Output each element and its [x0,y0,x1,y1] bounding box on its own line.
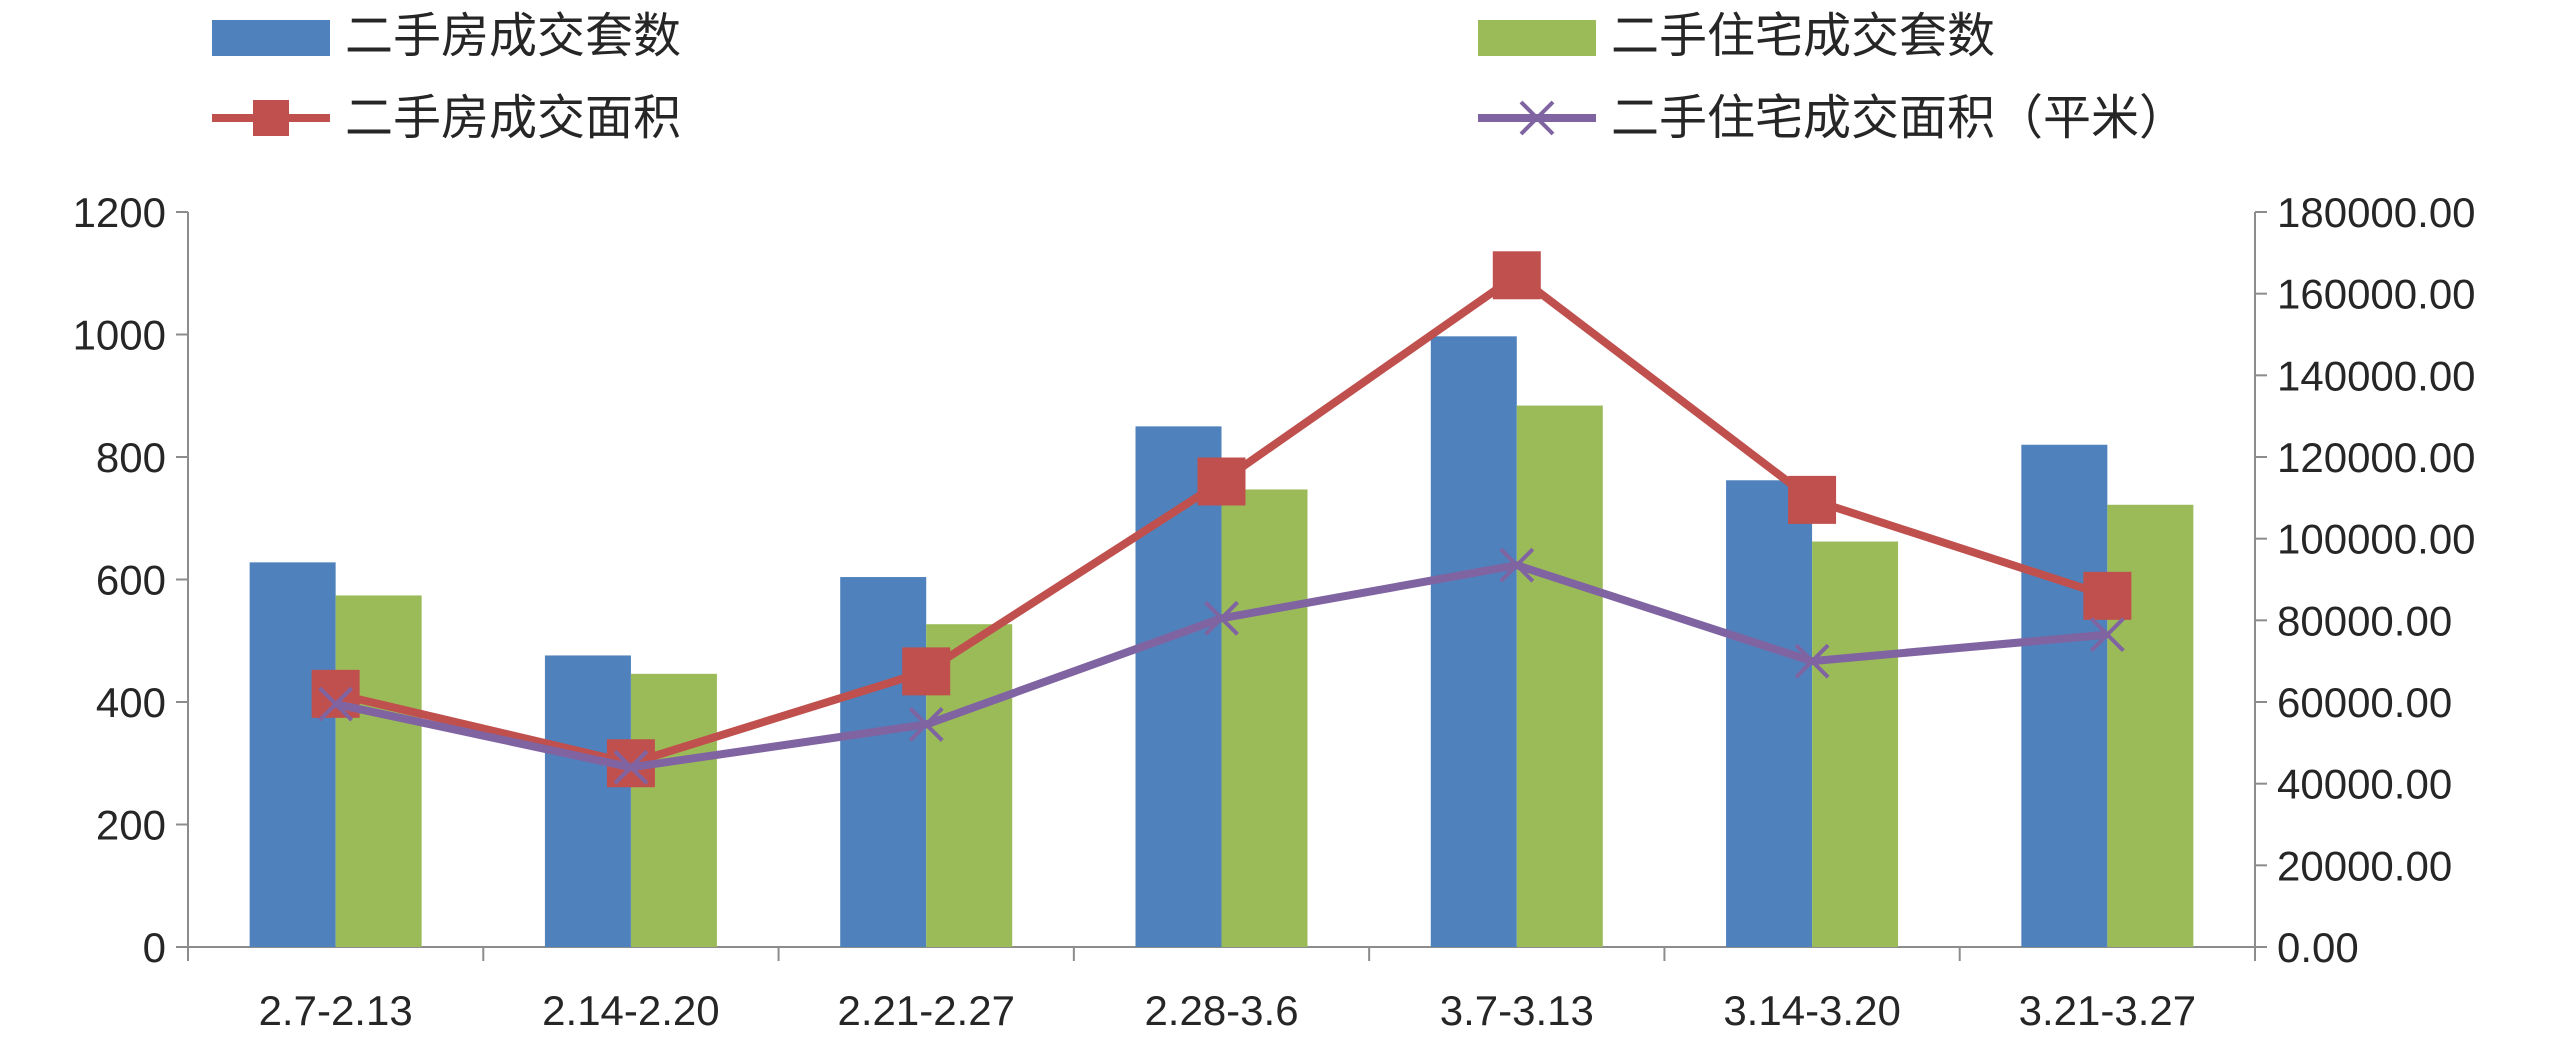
bar-residential-count [1812,541,1899,947]
right-y-tick-label: 60000.00 [2277,679,2452,726]
x-tick-label: 2.28-3.6 [1144,987,1298,1034]
point-housing-area [2083,571,2132,620]
right-y-tick-label: 0.00 [2277,924,2359,971]
legend-label-bar-0: 二手房成交套数 [345,10,681,63]
bar-residential-count [2107,504,2194,947]
right-y-tick-label: 160000.00 [2277,271,2476,318]
x-tick-label: 3.14-3.20 [1723,987,1900,1034]
right-y-axis-ticks: 0.00 20000.00 40000.00 60000.00 80000.00 1000… [2255,189,2476,971]
bar-residential-count [335,595,422,947]
right-y-tick-label: 180000.00 [2277,189,2476,236]
right-y-tick-label: 80000.00 [2277,597,2452,644]
right-y-tick-label: 20000.00 [2277,842,2452,889]
point-residential-area [318,686,354,722]
left-y-tick-label: 800 [96,434,166,481]
legend-item-line-1: 二手住宅成交面积（平米） [1478,92,2187,145]
x-tick-label: 3.21-3.27 [2019,987,2196,1034]
legend-item-line-0: 二手房成交面积 [212,92,681,145]
point-residential-area [613,749,649,785]
left-y-tick-label: 0 [143,924,166,971]
x-tick-label: 2.7-2.13 [259,987,413,1034]
bar-residential-count [630,673,717,947]
point-residential-area [1499,547,1535,583]
x-tick-label: 3.7-3.13 [1440,987,1594,1034]
legend-label-line-0: 二手房成交面积 [345,92,681,145]
point-housing-area [1788,475,1837,524]
left-y-tick-label: 600 [96,557,166,604]
right-y-tick-label: 120000.00 [2277,434,2476,481]
legend-label-bar-1: 二手住宅成交套数 [1611,10,1995,63]
legend-marker-line-1 [1519,100,1555,136]
legend-item-bar-1: 二手住宅成交套数 [1478,10,1995,63]
bar-residential-count [1516,405,1603,947]
left-y-tick-label: 1200 [73,189,166,236]
point-residential-area [908,707,944,742]
bar-housing-count [1430,336,1517,947]
point-housing-area [902,647,951,696]
lines [311,251,2132,788]
point-housing-area [1492,251,1541,300]
legend-item-bar-0: 二手房成交套数 [212,10,681,63]
left-y-tick-label: 200 [96,802,166,849]
point-residential-area [1204,600,1239,636]
legend-swatch-bar-0 [212,20,330,56]
legend-marker-line-0 [253,100,289,136]
left-y-tick-label: 1000 [73,312,166,359]
x-tick-label: 2.21-2.27 [837,987,1014,1034]
bars [249,336,2194,947]
bar-residential-count [1221,489,1308,947]
x-tick-label: 2.14-2.20 [542,987,719,1034]
legend-swatch-bar-1 [1478,20,1596,56]
point-residential-area [2089,617,2125,653]
legend: 二手房成交套数 二手住宅成交套数 二手房成交面积 二手住宅成交面积（平米） [212,10,2187,145]
bar-housing-count [840,577,927,947]
left-y-axis-ticks: 0 200 400 600 800 1000 1200 [73,189,188,971]
right-y-tick-label: 140000.00 [2277,352,2476,399]
bar-housing-count [249,562,336,947]
right-y-tick-label: 100000.00 [2277,516,2476,563]
point-residential-area [1794,643,1830,679]
right-y-tick-label: 40000.00 [2277,761,2452,808]
bar-housing-count [1726,480,1813,947]
point-housing-area [1197,457,1246,506]
legend-label-line-1: 二手住宅成交面积（平米） [1611,92,2187,145]
bar-housing-count [544,655,631,947]
left-y-tick-label: 400 [96,679,166,726]
x-axis-ticks: 2.7-2.13 2.14-2.20 2.21-2.27 2.28-3.6 3.7-3.… [187,947,2256,1034]
bar-housing-count [2021,444,2108,947]
